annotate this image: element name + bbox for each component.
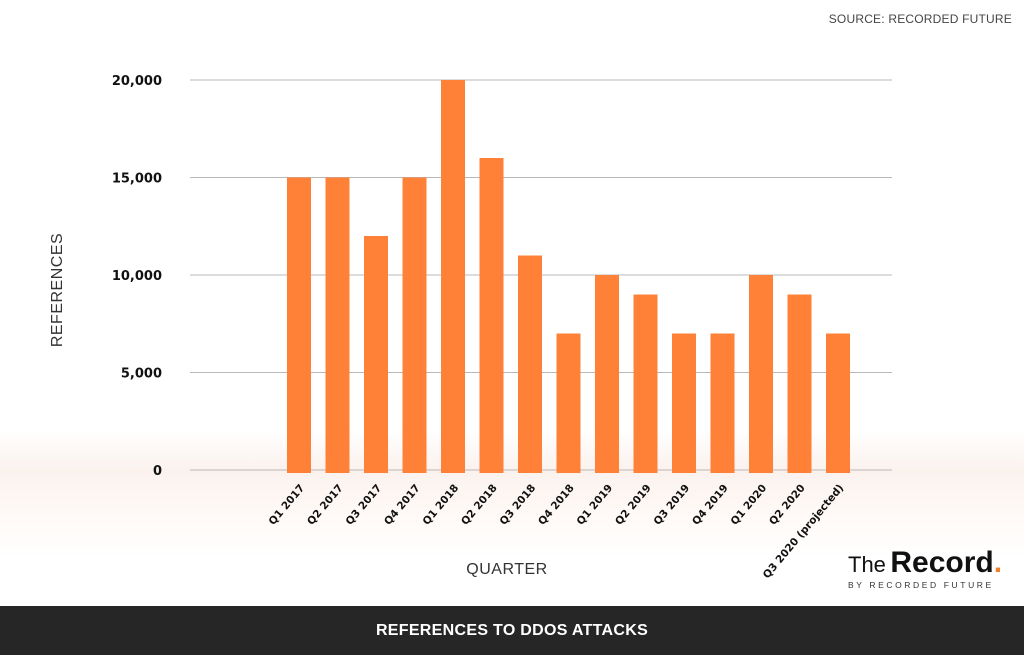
x-tick-label: Q3 2020 (projected) (761, 482, 847, 581)
y-tick-label: 0 (153, 464, 162, 479)
x-tick-label: Q1 2019 (575, 482, 616, 527)
bar (556, 333, 581, 473)
x-tick-label: Q4 2017 (382, 482, 423, 527)
bar (402, 177, 427, 473)
the-record-logo: The Record. BY RECORDED FUTURE (848, 548, 1013, 591)
y-tick-label: 15,000 (112, 172, 162, 187)
bar (364, 236, 388, 473)
source-note: SOURCE: RECORDED FUTURE (828, 12, 1012, 26)
footer-bar: REFERENCES TO DDOS ATTACKS (0, 606, 1024, 655)
x-axis-title: QUARTER (466, 561, 547, 578)
bar (633, 294, 658, 473)
bar (441, 80, 465, 473)
x-tick-label: Q2 2020 (767, 482, 808, 527)
y-tick-labels: 0 5,000 10,000 15,000 20,000 (112, 74, 162, 479)
bar (595, 275, 619, 473)
logo-dot: . (993, 546, 1003, 579)
logo-record: Record (890, 546, 994, 579)
logo-the: The (848, 552, 886, 577)
bars (287, 80, 850, 473)
x-tick-label: Q1 2017 (267, 482, 308, 527)
x-tick-label: Q1 2020 (729, 482, 770, 527)
bar (710, 333, 735, 473)
bar (787, 294, 812, 473)
bar (749, 275, 773, 473)
bar (826, 333, 850, 473)
x-tick-label: Q3 2019 (652, 482, 693, 527)
y-axis-title: REFERENCES (49, 233, 66, 347)
plot-background (0, 0, 1024, 606)
logo-wordmark: The Record. (848, 548, 1013, 578)
y-tick-label: 5,000 (121, 367, 162, 382)
bar (518, 255, 542, 473)
x-tick-label: Q2 2017 (305, 482, 346, 527)
logo-subtitle: BY RECORDED FUTURE (848, 580, 994, 590)
x-tick-label: Q2 2019 (613, 482, 654, 527)
footer-title: REFERENCES TO DDOS ATTACKS (375, 621, 649, 639)
bar (672, 333, 696, 473)
bar (479, 158, 504, 473)
x-tick-label: Q1 2018 (421, 482, 462, 527)
x-tick-label: Q3 2018 (498, 482, 539, 527)
y-tick-label: 20,000 (112, 74, 162, 89)
x-tick-label: Q2 2018 (459, 482, 500, 527)
x-tick-label: Q3 2017 (344, 482, 385, 527)
y-tick-label: 10,000 (112, 269, 162, 284)
x-tick-label: Q4 2019 (690, 482, 731, 527)
bar (287, 177, 311, 473)
x-tick-label: Q4 2018 (536, 482, 577, 527)
bar (325, 177, 350, 473)
